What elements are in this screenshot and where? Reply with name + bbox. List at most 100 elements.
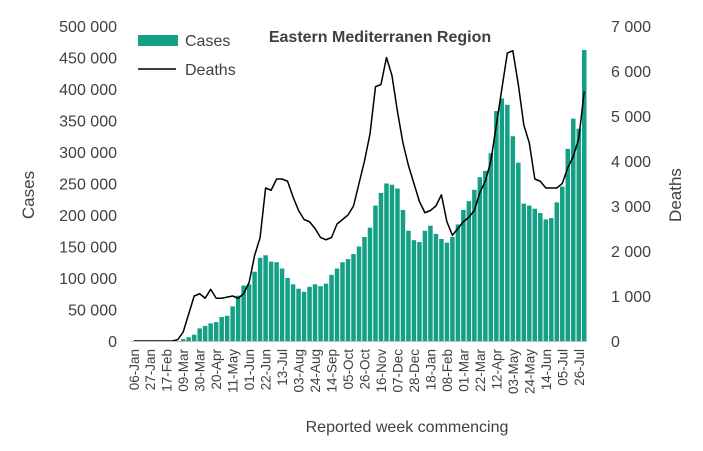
x-tick-label: 26-Jul (572, 349, 587, 386)
cases-bar (329, 274, 334, 341)
cases-bar (235, 295, 241, 341)
cases-bar (197, 328, 202, 341)
y-left-tick-label: 400 000 (59, 82, 117, 99)
cases-bar (208, 323, 213, 341)
cases-bar (384, 183, 389, 341)
cases-bar (400, 209, 406, 341)
y-left-tick-label: 250 000 (59, 177, 117, 194)
cases-bar (560, 186, 565, 341)
cases-bar (554, 202, 560, 341)
x-tick-label: 08-Feb (440, 349, 455, 392)
deaths-line (133, 50, 585, 342)
cases-bar (411, 240, 417, 341)
x-tick-label: 24-May (522, 349, 537, 394)
y-axis-right-title: Deaths (666, 168, 685, 222)
y-left-tick-label: 300 000 (59, 145, 117, 162)
cases-bar (296, 288, 301, 341)
cases-bar (494, 111, 499, 341)
legend-deaths-label: Deaths (185, 62, 236, 79)
y-right-tick-label: 6 000 (611, 64, 651, 81)
cases-bar (373, 205, 378, 341)
legend-cases-label: Cases (185, 33, 230, 50)
cases-bar (356, 246, 362, 341)
x-tick-label: 16-Nov (374, 349, 389, 393)
cases-bar (213, 322, 219, 341)
y-right-tick-label: 4 000 (611, 154, 651, 171)
cases-bar (230, 306, 235, 341)
cases-bar (263, 255, 268, 341)
cases-bar (274, 262, 279, 341)
x-tick-label: 14-Sep (325, 349, 340, 393)
x-tick-label: 03-May (506, 349, 521, 394)
cases-bar (532, 208, 538, 341)
legend-cases-swatch (138, 35, 178, 46)
cases-bar (472, 189, 477, 341)
cases-bars (180, 49, 587, 341)
y-right-tick-label: 7 000 (611, 19, 651, 36)
y-right-tick-label: 2 000 (611, 244, 651, 261)
x-tick-label: 17-Feb (160, 349, 175, 392)
chart-title: Eastern Mediterranen Region (269, 29, 491, 46)
cases-bar (202, 325, 208, 341)
x-tick-label: 26-Oct (357, 349, 372, 390)
y-left-tick-label: 450 000 (59, 51, 117, 68)
cases-bar (268, 261, 274, 341)
cases-bar (527, 205, 532, 341)
cases-bar (417, 242, 422, 341)
y-left-tick-label: 350 000 (59, 114, 117, 131)
cases-bar (367, 227, 373, 341)
x-tick-label: 09-Mar (176, 349, 191, 392)
cases-bar (505, 104, 510, 341)
x-tick-label: 03-Aug (292, 349, 307, 393)
x-tick-label: 14-Jun (539, 349, 554, 390)
y-right-tick-label: 5 000 (611, 109, 651, 126)
cases-bar (318, 286, 323, 341)
cases-bar (362, 237, 367, 341)
cases-bar (241, 285, 246, 341)
cases-bar (307, 286, 312, 341)
cases-bar (433, 233, 439, 341)
cases-bar (461, 209, 466, 341)
cases-bar (422, 230, 428, 341)
x-tick-label: 22-Mar (473, 349, 488, 392)
cases-bar (395, 188, 400, 341)
cases-bar (257, 257, 263, 341)
x-tick-label: 18-Jan (423, 349, 438, 390)
y-left-tick-label: 200 000 (59, 208, 117, 225)
x-tick-label: 13-Jul (275, 349, 290, 386)
y-left-tick-label: 100 000 (59, 271, 117, 288)
x-tick-label: 24-Aug (308, 349, 323, 393)
tick-labels: 0 50 000 100 000 150 000 200 000 250 000 300 0… (59, 19, 651, 394)
y-left-tick-label: 150 000 (59, 240, 117, 257)
cases-bar (334, 268, 340, 341)
cases-bar (290, 284, 296, 341)
cases-bar (516, 162, 521, 341)
cases-bar (444, 242, 450, 341)
y-left-tick-label: 0 (108, 334, 117, 351)
cases-bar (488, 153, 494, 341)
cases-bar (455, 224, 461, 341)
cases-bar (477, 177, 483, 341)
x-tick-label: 20-Apr (209, 349, 224, 390)
x-tick-label: 05-Jul (555, 349, 570, 386)
x-tick-label: 05-Oct (341, 349, 356, 390)
cases-bar (538, 213, 543, 341)
x-tick-label: 12-Apr (489, 349, 504, 390)
x-tick-label: 28-Dec (407, 349, 422, 393)
x-tick-label: 22-Jun (259, 349, 274, 390)
cases-bar (340, 262, 345, 341)
x-tick-label: 06-Jan (127, 349, 142, 390)
x-tick-label: 01-Jun (242, 349, 257, 390)
cases-bar (499, 98, 505, 341)
cases-bar (510, 136, 516, 341)
legend: Cases Deaths (138, 33, 236, 79)
cases-bar (351, 254, 356, 341)
cases-bar (450, 237, 455, 341)
x-axis-title: Reported week commencing (306, 419, 509, 436)
cases-bar (389, 184, 395, 341)
y-axis-left-title: Cases (19, 171, 38, 219)
cases-bar (521, 203, 527, 341)
x-tick-label: 27-Jan (143, 349, 158, 390)
cases-bar (180, 339, 186, 341)
